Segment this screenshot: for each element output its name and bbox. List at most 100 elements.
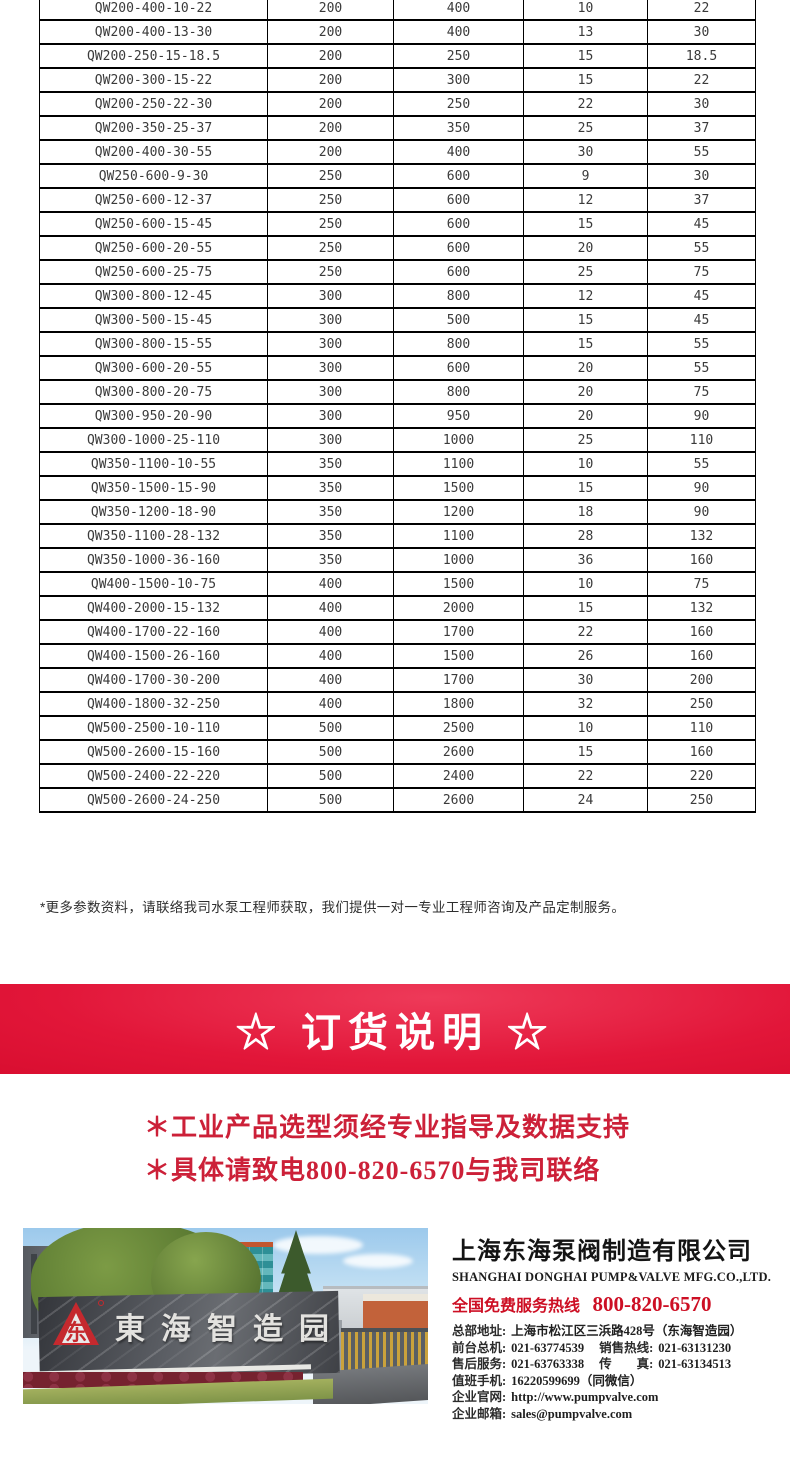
table-cell: QW250-600-9-30 [39,163,268,189]
table-row: QW400-1800-32-250 400 1800 32 250 [39,691,756,717]
table-cell: QW400-1700-30-200 [39,667,268,693]
table-cell: 15 [523,739,648,765]
table-cell: 300 [393,67,524,93]
table-cell: 2500 [393,715,524,741]
cloud-shape [343,1254,413,1268]
table-row: QW350-1100-10-55 350 1100 10 55 [39,451,756,477]
table-cell: 800 [393,379,524,405]
table-cell: 250 [267,259,394,285]
table-cell: 37 [647,187,756,213]
contact-link[interactable]: http://www.pumpvalve.com [511,1390,659,1404]
table-cell: 160 [647,547,756,573]
table-cell: QW300-800-12-45 [39,283,268,309]
table-cell: QW300-600-20-55 [39,355,268,381]
table-row: QW350-1000-36-160 350 1000 36 160 [39,547,756,573]
table-cell: 350 [267,523,394,549]
table-cell: 300 [267,355,394,381]
table-cell: 30 [523,667,648,693]
table-cell: 22 [523,91,648,117]
table-cell: 250 [647,691,756,717]
table-cell: 250 [267,163,394,189]
table-row: QW200-350-25-37 200 350 25 37 [39,115,756,141]
table-cell: 15 [523,43,648,69]
table-cell: 37 [647,115,756,141]
table-cell: 500 [267,715,394,741]
table-cell: 9 [523,163,648,189]
table-row: QW350-1500-15-90 350 1500 15 90 [39,475,756,501]
table-cell: 250 [267,187,394,213]
table-cell: QW250-600-25-75 [39,259,268,285]
table-cell: 500 [267,739,394,765]
spec-table-body: QW200-400-10-22 200 400 10 22 QW200-400-13-30… [39,0,756,813]
table-cell: 10 [523,451,648,477]
table-cell: QW200-400-30-55 [39,139,268,165]
table-cell: 400 [267,619,394,645]
table-cell: 600 [393,211,524,237]
contact-label: 前台总机: [452,1340,507,1355]
table-cell: 22 [647,67,756,93]
table-cell: 600 [393,259,524,285]
table-row: QW200-300-15-22 200 300 15 22 [39,67,756,93]
table-row: QW300-800-20-75 300 800 20 75 [39,379,756,405]
company-photo: 東海智造园 东 [23,1228,428,1404]
table-cell: 12 [523,283,648,309]
contact-link[interactable]: sales@pumpvalve.com [511,1406,633,1421]
table-cell: QW300-1000-25-110 [39,427,268,453]
table-cell: 1700 [393,667,524,693]
contact-line: 值班手机: 16220599699（同微信） [452,1373,764,1390]
table-row: QW300-600-20-55 300 600 20 55 [39,355,756,381]
table-cell: QW500-2400-22-220 [39,763,268,789]
notice-line-2: ＊具体请致电800-820-6570与我司联络 [144,1156,601,1185]
table-cell: 300 [267,403,394,429]
table-cell: 132 [647,523,756,549]
table-cell: 350 [267,475,394,501]
table-row: QW250-600-12-37 250 600 12 37 [39,187,756,213]
table-cell: 10 [523,0,648,21]
table-cell: 55 [647,235,756,261]
company-name-en: SHANGHAI DONGHAI PUMP&VALVE MFG.CO.,LTD. [452,1270,772,1284]
table-cell: 800 [393,283,524,309]
table-cell: QW500-2600-15-160 [39,739,268,765]
hotline-number: 800-820-6570 [592,1292,712,1316]
table-cell: 950 [393,403,524,429]
table-cell: QW400-1800-32-250 [39,691,268,717]
table-cell: 110 [647,715,756,741]
table-cell: 1500 [393,571,524,597]
table-cell: 400 [267,643,394,669]
table-cell: QW500-2600-24-250 [39,787,268,813]
contact-label: 值班手机: [452,1373,507,1388]
table-cell: QW300-800-20-75 [39,379,268,405]
table-row: QW400-1700-30-200 400 1700 30 200 [39,667,756,693]
table-cell: 75 [647,571,756,597]
table-cell: 160 [647,619,756,645]
table-cell: 30 [523,139,648,165]
table-cell: 600 [393,187,524,213]
table-cell: 25 [523,427,648,453]
table-cell: 75 [647,379,756,405]
table-footnote: *更多参数资料，请联络我司水泵工程师获取，我们提供一对一专业工程师咨询及产品定制… [40,900,626,915]
table-row: QW200-400-10-22 200 400 10 22 [39,0,756,21]
table-row: QW300-800-15-55 300 800 15 55 [39,331,756,357]
table-cell: 110 [647,427,756,453]
table-row: QW500-2400-22-220 500 2400 22 220 [39,763,756,789]
table-cell: 20 [523,403,648,429]
table-cell: 12 [523,187,648,213]
contact-line: 企业官网: http://www.pumpvalve.com [452,1389,764,1406]
table-cell: 400 [267,691,394,717]
hotline-label: 全国免费服务热线 [452,1298,581,1315]
table-cell: 90 [647,403,756,429]
table-row: QW400-1500-10-75 400 1500 10 75 [39,571,756,597]
table-cell: 1500 [393,643,524,669]
table-cell: 45 [647,307,756,333]
table-cell: 160 [647,643,756,669]
table-row: QW500-2500-10-110 500 2500 10 110 [39,715,756,741]
table-cell: QW350-1500-15-90 [39,475,268,501]
table-cell: 25 [523,115,648,141]
logo-registered-dot [98,1300,104,1306]
table-cell: 15 [523,475,648,501]
table-cell: 300 [267,379,394,405]
contact-label: 传 真: [599,1357,654,1371]
table-cell: 36 [523,547,648,573]
table-cell: 600 [393,355,524,381]
table-cell: 13 [523,19,648,45]
